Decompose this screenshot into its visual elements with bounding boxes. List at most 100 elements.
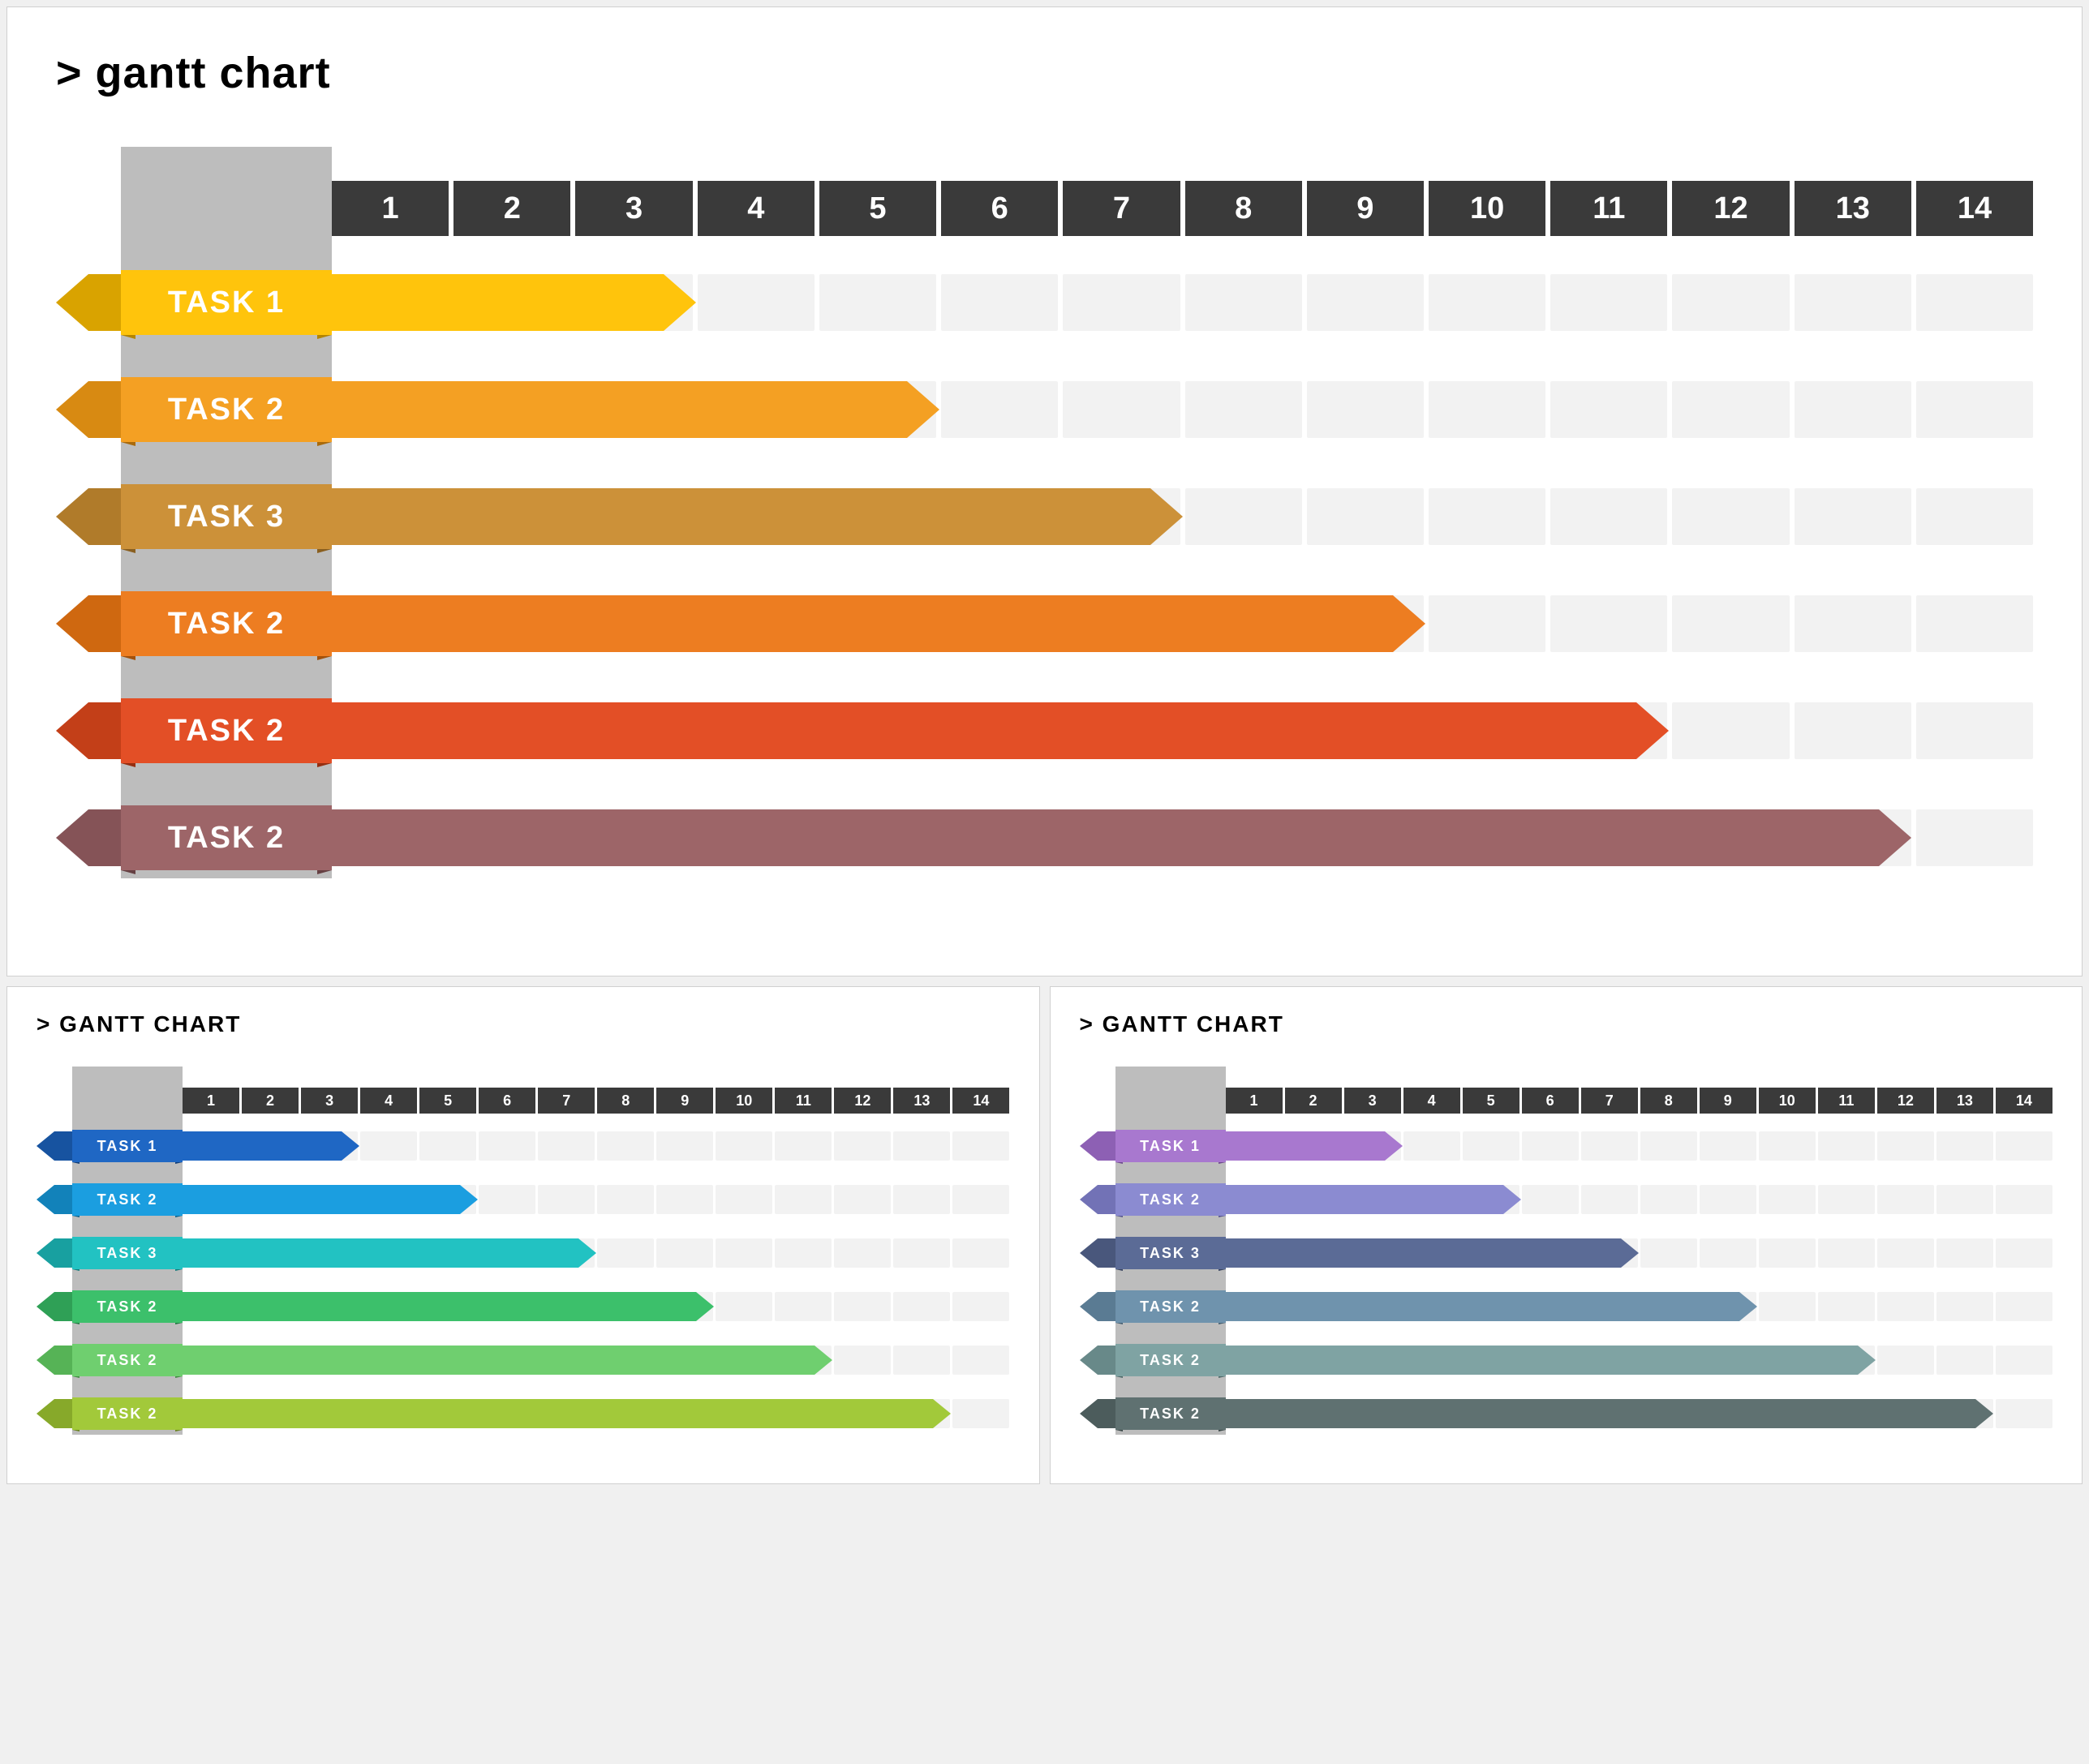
task-bar	[332, 702, 1669, 759]
scale-row: 1234567891011121314	[1080, 1067, 2053, 1114]
bg-cell	[1185, 488, 1302, 545]
label-col-spacer	[37, 1067, 183, 1114]
bg-cell	[716, 1238, 772, 1268]
bg-cell	[597, 1131, 654, 1161]
scale-cell: 1	[1226, 1088, 1283, 1114]
task-bar-arrowhead	[1879, 809, 1911, 866]
bg-cell	[1936, 1346, 1993, 1375]
bg-cell	[360, 1131, 417, 1161]
task-label-text: TASK 3	[97, 1245, 158, 1262]
bg-cell	[952, 1238, 1009, 1268]
task-bar-body	[183, 1131, 342, 1161]
scale-cell: 13	[1936, 1088, 1993, 1114]
task-label-col: TASK 2	[56, 797, 332, 878]
ribbon-fold-right	[1219, 1430, 1226, 1431]
bg-cell	[952, 1185, 1009, 1214]
task-row: TASK 3	[56, 476, 2033, 557]
task-bars-col	[332, 488, 2033, 545]
bg-cell	[775, 1292, 832, 1321]
bg-cell	[1429, 274, 1545, 331]
bg-cell	[1550, 381, 1667, 438]
task-label-col: TASK 2	[1080, 1285, 1226, 1328]
task-bars-col	[183, 1185, 1010, 1214]
task-bars-col	[332, 809, 2033, 866]
gantt-panel-main: > gantt chart 1234567891011121314TASK 1T…	[6, 6, 2083, 976]
scale-cell: 5	[419, 1088, 476, 1114]
task-bar-body	[332, 702, 1636, 759]
task-bar-arrowhead	[664, 274, 696, 331]
task-row: TASK 2	[1080, 1393, 2053, 1435]
ribbon-fold-left	[1115, 1216, 1123, 1217]
ribbon-fold-right	[1219, 1323, 1226, 1324]
gantt-chart-main: 1234567891011121314TASK 1TASK 2TASK 3TAS…	[56, 147, 2033, 878]
bg-cell	[1640, 1131, 1697, 1161]
task-label-col: TASK 2	[56, 583, 332, 664]
ribbon-fold-right	[1219, 1269, 1226, 1271]
bg-cell	[941, 381, 1058, 438]
gantt-panel-blue: > GANTT CHART 1234567891011121314TASK 1T…	[6, 986, 1040, 1484]
task-label: TASK 2	[1115, 1397, 1226, 1430]
bg-cell	[893, 1238, 950, 1268]
task-bars-col	[183, 1131, 1010, 1161]
bg-cell	[1429, 381, 1545, 438]
bg-cell	[597, 1238, 654, 1268]
bg-cell	[716, 1185, 772, 1214]
task-label-col: TASK 2	[37, 1178, 183, 1221]
task-bars-col	[332, 274, 2033, 331]
scale-cell: 4	[1403, 1088, 1460, 1114]
task-row: TASK 3	[37, 1232, 1010, 1274]
scale-cell: 11	[775, 1088, 832, 1114]
ribbon-fold-left	[121, 656, 135, 660]
scale-cell: 11	[1818, 1088, 1875, 1114]
task-label-col: TASK 2	[37, 1393, 183, 1435]
task-label-text: TASK 2	[168, 393, 285, 427]
task-row: TASK 2	[1080, 1285, 2053, 1328]
bg-cell	[1936, 1131, 1993, 1161]
task-bars-col	[183, 1346, 1010, 1375]
label-pillar-top	[1115, 1067, 1226, 1114]
task-bar-body	[1226, 1185, 1503, 1214]
scale-cell: 14	[1996, 1088, 2052, 1114]
task-label: TASK 2	[72, 1397, 183, 1430]
ribbon-fold-left	[121, 335, 135, 339]
scale-cell: 7	[538, 1088, 595, 1114]
scale-cell: 14	[1916, 181, 2033, 236]
scale-cell: 2	[242, 1088, 299, 1114]
bg-cell	[1581, 1185, 1638, 1214]
bg-cell	[1795, 274, 1911, 331]
label-col-spacer	[1080, 1067, 1226, 1114]
bg-cell	[1672, 702, 1789, 759]
task-bar-body	[1226, 1346, 1858, 1375]
task-bar-body	[1226, 1292, 1739, 1321]
task-label: TASK 2	[1115, 1344, 1226, 1376]
bg-cell	[716, 1292, 772, 1321]
ribbon-fold-right	[317, 870, 332, 874]
bg-cell	[1916, 595, 2033, 652]
scale-cell: 7	[1063, 181, 1180, 236]
ribbon-fold-right	[317, 335, 332, 339]
bg-cell	[1307, 274, 1424, 331]
bg-cell	[1877, 1238, 1934, 1268]
ribbon-fold-left	[121, 763, 135, 767]
bg-cell	[1877, 1131, 1934, 1161]
bg-cell	[656, 1238, 713, 1268]
bg-cell	[1936, 1292, 1993, 1321]
ribbon-fold-left	[72, 1162, 80, 1164]
bg-cell	[893, 1185, 950, 1214]
scale-cell: 10	[1429, 181, 1545, 236]
task-bar-body	[332, 595, 1393, 652]
task-bar	[183, 1292, 714, 1321]
task-bar-body	[1226, 1131, 1385, 1161]
scale-cell: 6	[479, 1088, 535, 1114]
task-label-text: TASK 2	[97, 1191, 158, 1208]
bg-cell	[1063, 274, 1180, 331]
task-label: TASK 1	[121, 270, 332, 335]
task-bar-arrowhead	[1503, 1185, 1521, 1214]
task-label: TASK 2	[1115, 1183, 1226, 1216]
bg-cell	[1916, 488, 2033, 545]
task-bar	[1226, 1238, 1640, 1268]
task-bar-arrowhead	[907, 381, 939, 438]
ribbon-fold-right	[175, 1323, 183, 1324]
bg-cell	[1700, 1185, 1756, 1214]
task-label-col: TASK 1	[1080, 1125, 1226, 1167]
